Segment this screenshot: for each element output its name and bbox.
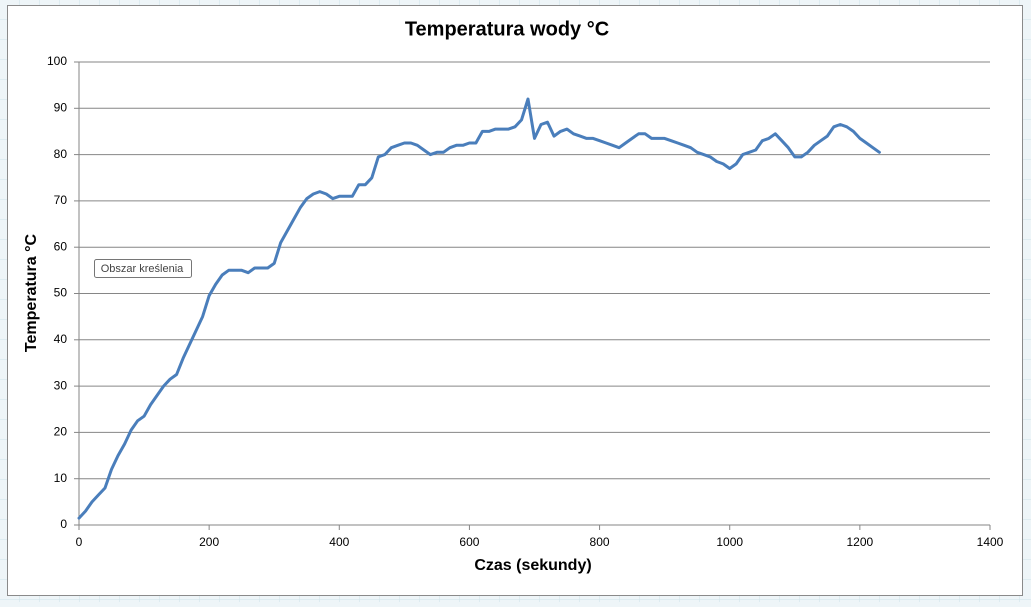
y-tick-label: 50: [54, 286, 68, 300]
x-axis-title: Czas (sekundy): [474, 557, 591, 574]
y-tick-label: 30: [54, 378, 68, 392]
y-tick-label: 70: [54, 193, 68, 207]
x-tick-label: 200: [199, 535, 219, 549]
x-tick-label: 600: [459, 535, 479, 549]
x-tick-label: 1200: [847, 535, 874, 549]
x-tick-label: 400: [329, 535, 349, 549]
y-tick-label: 0: [60, 517, 67, 531]
y-tick-label: 10: [54, 471, 68, 485]
y-tick-label: 60: [54, 239, 68, 253]
data-line: [77, 97, 881, 520]
y-tick-label: 20: [54, 425, 68, 439]
y-tick-label: 40: [54, 332, 68, 346]
x-tick-label: 800: [590, 535, 610, 549]
x-tick-label: 1400: [977, 535, 1004, 549]
x-tick-label: 0: [76, 535, 83, 549]
tooltip-box: [94, 259, 192, 278]
tooltip: Obszar kreślenia: [101, 263, 184, 275]
y-tick-label: 80: [54, 147, 68, 161]
x-tick-label: 1000: [716, 535, 743, 549]
chart-area[interactable]: [7, 5, 1023, 596]
y-axis-title: Temperatura °C: [23, 233, 40, 352]
y-tick-label: 90: [54, 100, 68, 114]
chart-title: Temperatura wody °C: [405, 18, 609, 40]
y-tick-label: 100: [47, 54, 67, 68]
